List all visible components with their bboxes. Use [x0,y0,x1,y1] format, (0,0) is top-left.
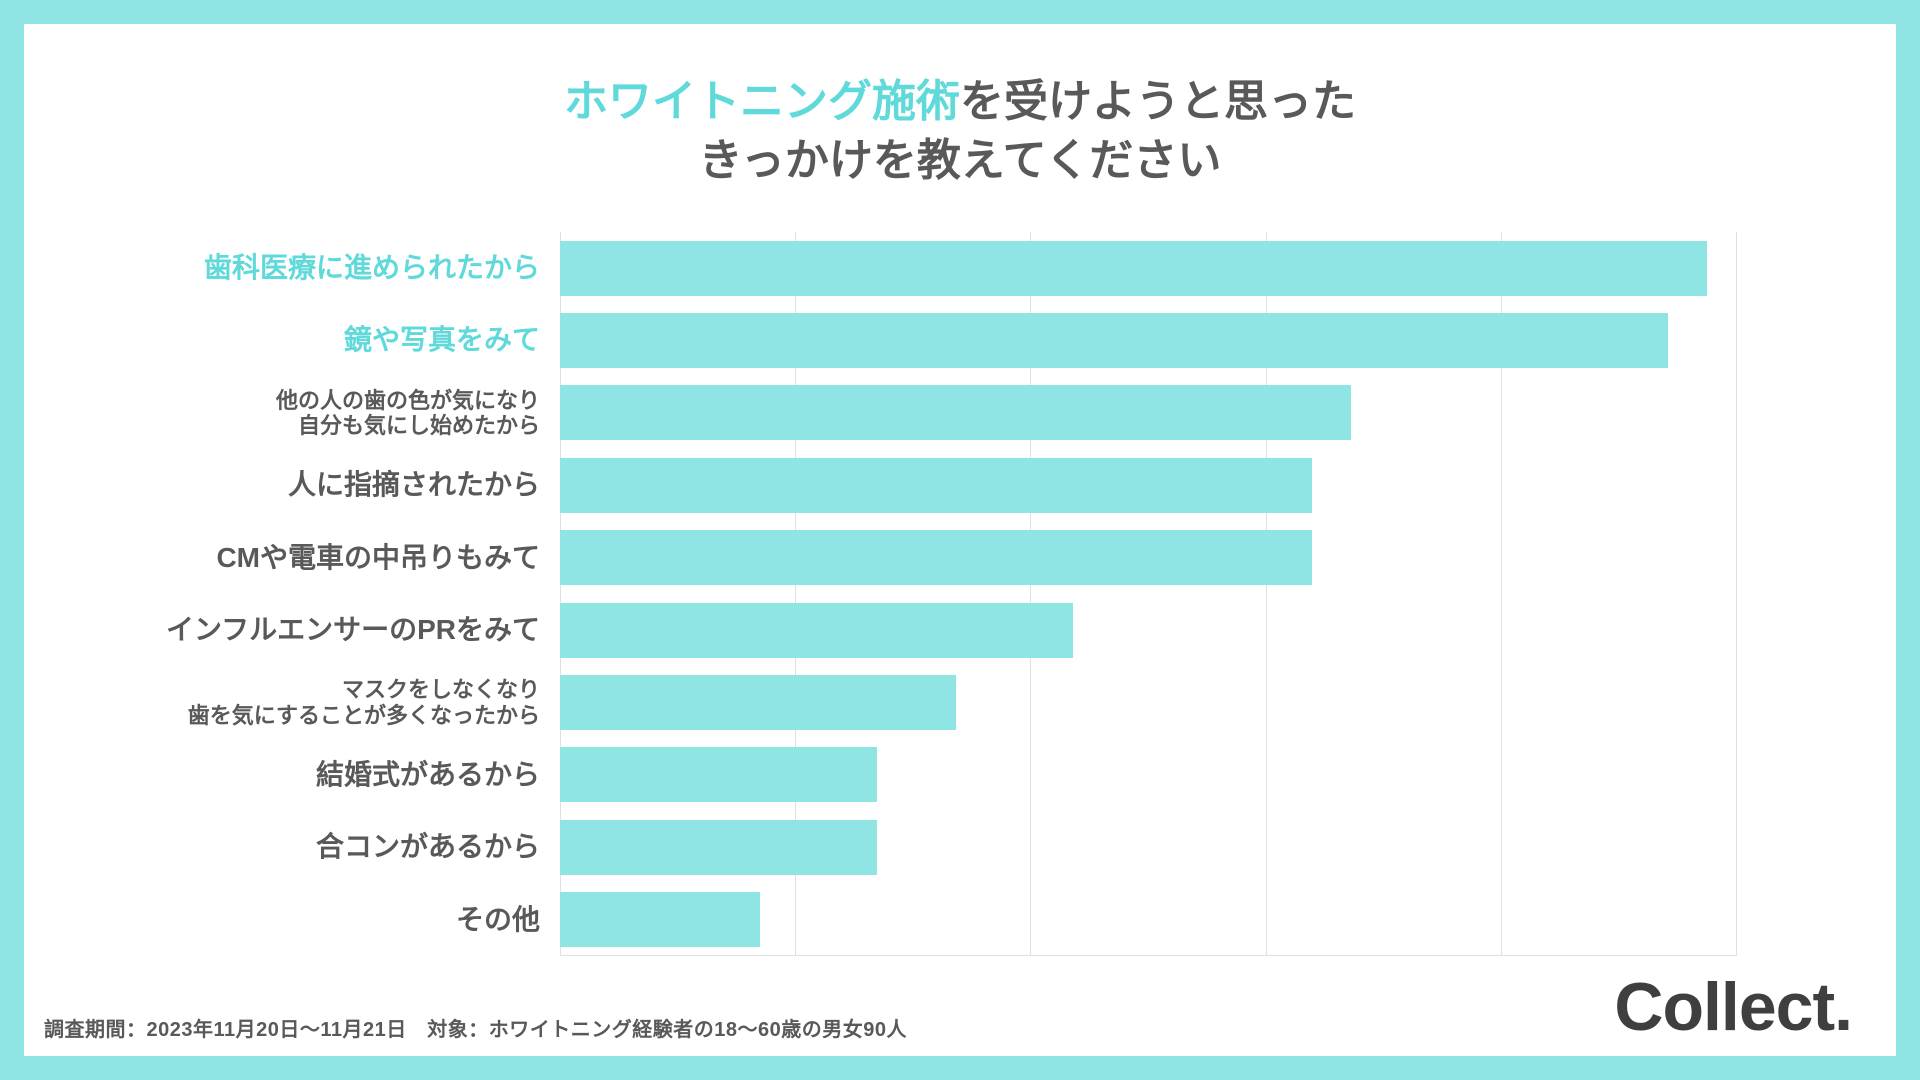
plot-cell [560,594,1736,666]
chart-row: その他 [120,884,1736,956]
category-label: 合コンがあるから [120,831,560,863]
category-label: インフルエンサーのPRをみて [120,614,560,646]
chart-row: CMや電車の中吊りもみて [120,522,1736,594]
brand-logo: Collect. [1614,968,1852,1046]
chart-row: 鏡や写真をみて [120,304,1736,376]
chart-row: 歯科医療に進められたから [120,232,1736,304]
bar-chart: 歯科医療に進められたから鏡や写真をみて他の人の歯の色が気になり自分も気にし始めた… [120,232,1736,956]
title-accent: ホワイトニング施術 [564,77,960,126]
title-rest-1: を受けようと思った [960,77,1356,126]
bar [560,892,760,947]
plot-cell [560,522,1736,594]
category-label: CMや電車の中吊りもみて [120,542,560,574]
chart-title: ホワイトニング施術を受けようと思った きっかけを教えてください [24,24,1896,191]
chart-card: ホワイトニング施術を受けようと思った きっかけを教えてください 歯科医療に進めら… [24,24,1896,1056]
chart-row: マスクをしなくなり歯を気にすることが多くなったから [120,666,1736,738]
chart-row: 合コンがあるから [120,811,1736,883]
title-line-2: きっかけを教えてください [699,136,1222,185]
bar [560,820,877,875]
category-label: 鏡や写真をみて [120,324,560,356]
x-axis [560,955,1736,956]
category-label: 他の人の歯の色が気になり自分も気にし始めたから [120,388,560,439]
category-label: その他 [120,904,560,936]
plot-cell [560,449,1736,521]
bar [560,241,1707,296]
survey-note: 調査期間：2023年11月20日〜11月21日 対象：ホワイトニング経験者の18… [44,1013,907,1042]
chart-row: 人に指摘されたから [120,449,1736,521]
plot-cell [560,884,1736,956]
category-label: マスクをしなくなり歯を気にすることが多くなったから [120,677,560,728]
bar [560,458,1312,513]
category-label: 歯科医療に進められたから [120,252,560,284]
plot-cell [560,304,1736,376]
bar [560,603,1073,658]
chart-row: 結婚式があるから [120,739,1736,811]
plot-cell [560,377,1736,449]
bar [560,747,877,802]
chart-row: 他の人の歯の色が気になり自分も気にし始めたから [120,377,1736,449]
bar [560,385,1351,440]
chart-rows: 歯科医療に進められたから鏡や写真をみて他の人の歯の色が気になり自分も気にし始めた… [120,232,1736,956]
chart-row: インフルエンサーのPRをみて [120,594,1736,666]
plot-cell [560,666,1736,738]
bar [560,530,1312,585]
bar [560,313,1668,368]
bar [560,675,956,730]
grid-line [1736,232,1737,956]
category-label: 人に指摘されたから [120,469,560,501]
plot-cell [560,232,1736,304]
plot-cell [560,811,1736,883]
category-label: 結婚式があるから [120,759,560,791]
plot-cell [560,739,1736,811]
